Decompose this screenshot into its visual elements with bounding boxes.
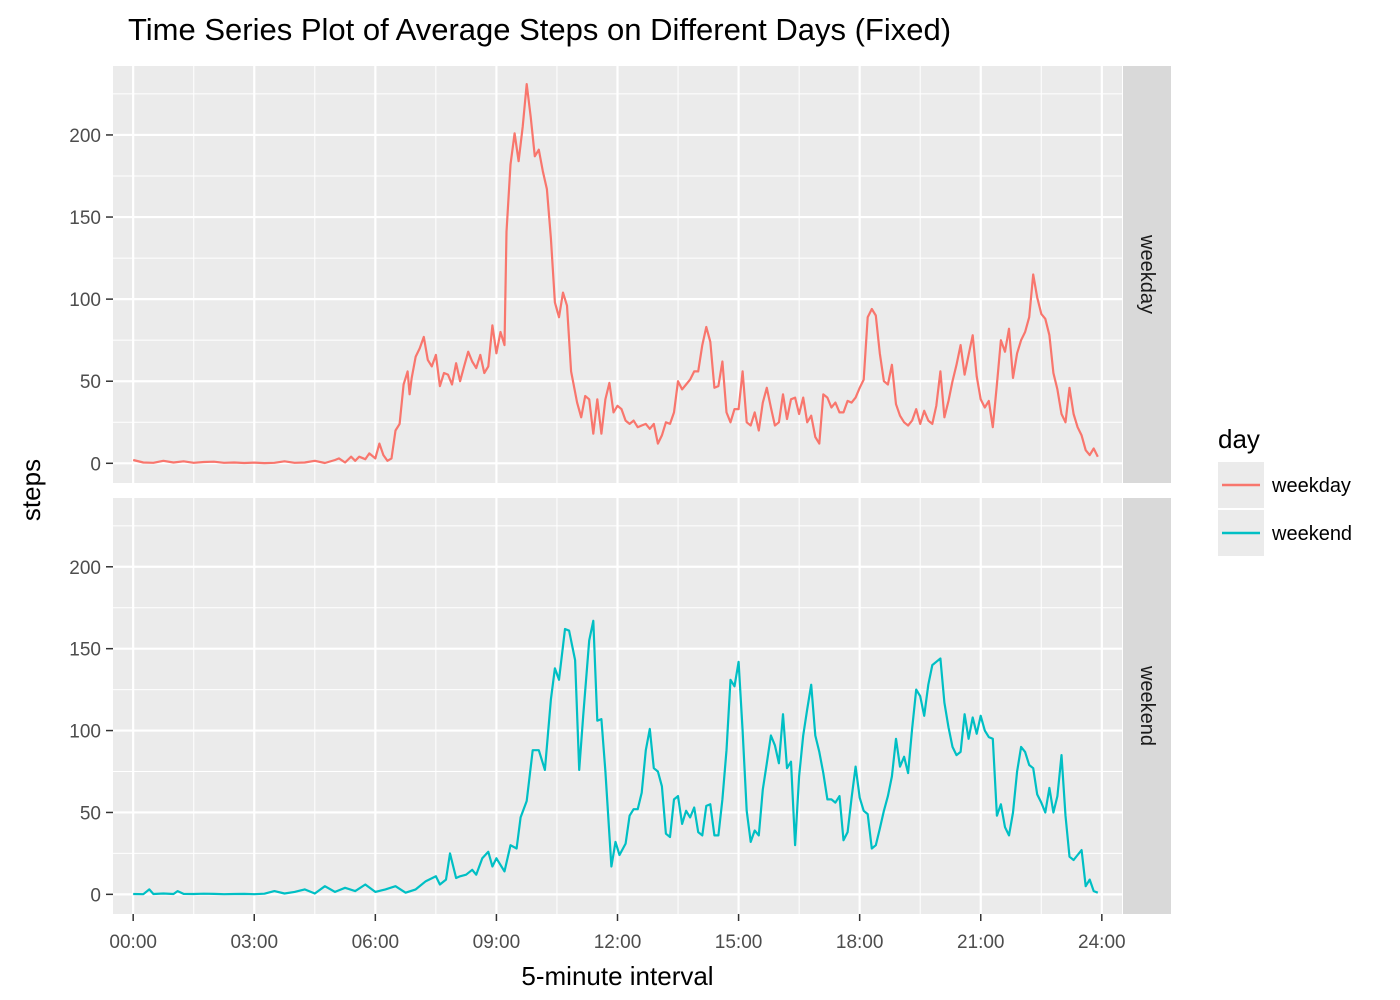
series-line-weekend [133, 619, 1099, 896]
chart-title: Time Series Plot of Average Steps on Dif… [128, 12, 952, 47]
facet-strip [1123, 498, 1171, 914]
y-tick-label: 150 [69, 640, 101, 661]
facet-label: weekday [1136, 234, 1158, 314]
x-tick-label: 12:00 [594, 932, 642, 953]
y-tick-label: 100 [69, 290, 101, 311]
y-tick-label: 100 [69, 722, 101, 743]
x-tick-label: 00:00 [109, 932, 157, 953]
x-tick-label: 03:00 [230, 932, 278, 953]
y-tick-label: 200 [69, 126, 101, 147]
y-tick-label: 0 [90, 454, 101, 475]
legend-label: weekday [1271, 475, 1351, 497]
series-line-weekday [132, 83, 1099, 465]
y-tick-label: 0 [90, 885, 101, 906]
legend-label: weekend [1271, 523, 1352, 545]
x-tick-label: 21:00 [957, 932, 1005, 953]
legend-title: day [1218, 424, 1260, 454]
x-tick-label: 06:00 [352, 932, 400, 953]
y-tick-label: 200 [69, 558, 101, 579]
x-tick-label: 18:00 [836, 932, 884, 953]
x-tick-label: 09:00 [473, 932, 521, 953]
x-tick-label: 24:00 [1078, 932, 1126, 953]
x-axis-title: 5-minute interval [521, 961, 713, 991]
facet-strip [1123, 66, 1171, 483]
y-tick-label: 50 [80, 803, 101, 824]
facet-label: weekend [1136, 665, 1158, 746]
y-tick-label: 150 [69, 208, 101, 229]
y-axis-title: steps [16, 459, 46, 521]
x-tick-label: 15:00 [715, 932, 763, 953]
y-tick-label: 50 [80, 372, 101, 393]
